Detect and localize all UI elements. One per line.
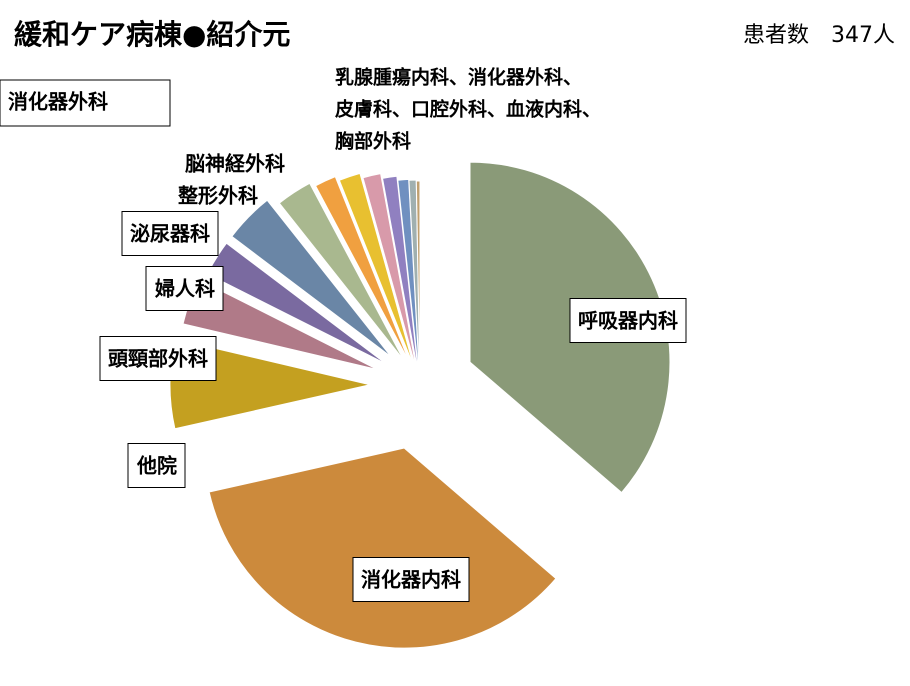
label-box	[99, 336, 217, 381]
slice-label: 脳神経外科	[184, 152, 285, 176]
pie-slice	[415, 180, 421, 382]
extra-label: 消化器外科	[8, 90, 108, 114]
label-box	[352, 557, 470, 602]
label-box	[121, 211, 219, 256]
slice-label: 整形外科	[177, 184, 258, 208]
label-box	[145, 266, 224, 311]
slice-label: 呼吸器内科	[578, 309, 678, 333]
slice-label: 婦人科	[154, 277, 215, 301]
slice-label: 頭頸部外科	[108, 347, 208, 371]
label-box	[127, 443, 186, 488]
label-box	[569, 298, 687, 343]
pie-slice	[338, 172, 415, 367]
group-label: 乳腺腫瘍内科、消化器外科、	[335, 66, 582, 89]
slice-label: 他院	[136, 454, 177, 478]
pie-slice	[397, 178, 421, 380]
pie-slice	[381, 175, 420, 376]
slice-label: 泌尿器科	[130, 222, 210, 246]
slice-label: 消化器内科	[361, 568, 461, 592]
label-box	[0, 79, 171, 127]
pie-slice	[208, 447, 557, 649]
group-label: 胸部外科	[335, 130, 411, 153]
pie-slice	[278, 182, 405, 361]
group-label: 皮膚科、口腔外科、血液内科、	[335, 98, 601, 121]
pie-slice	[231, 199, 392, 358]
pie-slice	[362, 173, 418, 371]
chart-title: 緩和ケア病棟●紹介元	[14, 18, 290, 51]
patient-count: 患者数 347人	[743, 23, 895, 48]
pie-slice	[408, 179, 421, 381]
pie-slice	[314, 175, 410, 363]
